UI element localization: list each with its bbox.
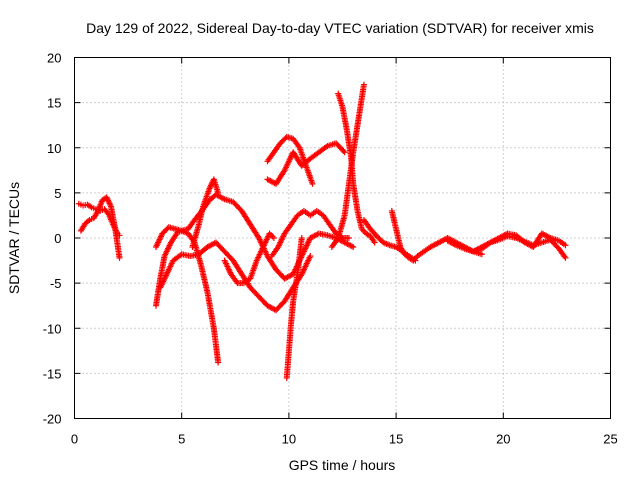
x-axis-label: GPS time / hours	[289, 457, 396, 473]
data-point	[215, 189, 222, 196]
data-point	[298, 235, 305, 241]
data-point	[562, 254, 569, 261]
series-arc-f	[189, 176, 222, 251]
data-point	[371, 239, 378, 246]
y-tick-label: 5	[54, 186, 61, 201]
y-tick-label: 20	[47, 51, 61, 66]
series-arc-g	[221, 230, 277, 287]
y-axis-label: SDTVAR / TECUs	[6, 182, 22, 294]
data-point	[345, 235, 352, 241]
series-arc-j	[268, 207, 352, 260]
series-arc-b	[77, 194, 123, 261]
series-arc-o	[388, 207, 485, 264]
x-tick-label: 25	[603, 432, 617, 447]
chart-title: Day 129 of 2022, Sidereal Day-to-day VTE…	[86, 20, 594, 36]
x-tick-label: 5	[178, 432, 185, 447]
series-arc-e	[157, 239, 314, 314]
y-tick-labels: -20 -15 -10 -5 0 5 10 15 20	[43, 51, 62, 427]
series-arc-i	[264, 140, 348, 187]
data-point	[270, 235, 277, 241]
data-point	[350, 244, 357, 251]
x-tick-label: 10	[282, 432, 296, 447]
data-point	[309, 180, 316, 187]
series-arc-q	[470, 230, 569, 255]
y-tick-label: -15	[43, 366, 62, 381]
x-tick-label: 0	[71, 432, 78, 447]
series-arc-m	[328, 81, 367, 251]
data-point	[341, 149, 348, 156]
data-point	[478, 251, 485, 258]
data-point	[360, 81, 367, 88]
series-arc-d	[152, 191, 357, 282]
y-tick-label: 0	[54, 231, 61, 246]
data-point	[215, 359, 222, 366]
y-tick-label: -20	[43, 412, 62, 427]
y-tick-label: 10	[47, 141, 61, 156]
x-tick-labels: 0 5 10 15 20 25	[71, 432, 618, 447]
x-tick-label: 15	[389, 432, 403, 447]
series-arc-l	[335, 90, 378, 246]
x-tick-label: 20	[496, 432, 510, 447]
y-tick-label: -5	[50, 276, 62, 291]
data-point	[340, 147, 347, 154]
data-points	[75, 81, 569, 381]
y-tick-label: -10	[43, 321, 62, 336]
data-point	[116, 254, 123, 261]
data-point	[307, 253, 314, 260]
series-arc-c	[152, 227, 222, 366]
plot-frame	[74, 57, 611, 419]
series-arc-k	[283, 235, 305, 381]
data-point	[562, 242, 569, 249]
y-tick-label: 15	[47, 96, 61, 111]
